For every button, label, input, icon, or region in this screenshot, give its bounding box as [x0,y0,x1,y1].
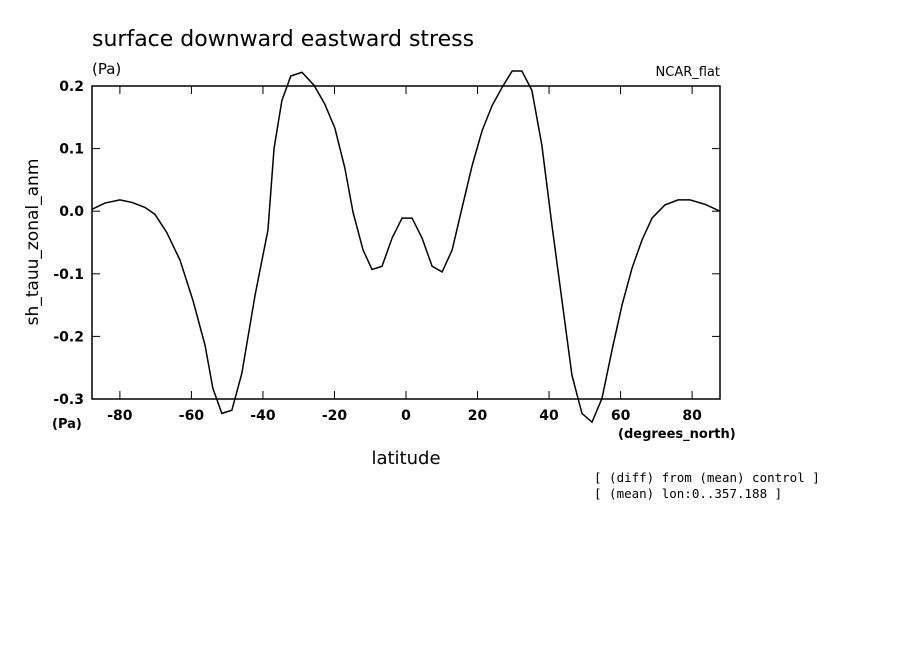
y-tick-label: -0.1 [53,267,84,283]
x-units: (degrees_north) [618,427,736,442]
x-tick-label: -40 [250,408,276,424]
x-tick-label: 0 [401,408,411,424]
y-tick-label: 0.2 [59,79,84,95]
x-tick-label: 80 [682,408,702,424]
x-tick-label: 60 [611,408,631,424]
plot-frame [91,85,721,400]
y-axis-label: sh_tauu_zonal_anm [23,159,43,326]
note: [ (mean) lon:0..357.188 ] [594,486,782,501]
x-tick-label: -60 [179,408,205,424]
x-tick-label: -20 [322,408,348,424]
y-tick-label: 0.0 [59,204,84,220]
x-axis-label: latitude [371,448,440,469]
x-tick-label: -80 [107,408,133,424]
x-tick-label: 20 [468,408,488,424]
y-tick-label: -0.3 [53,392,84,408]
y-units: (Pa) [52,417,82,432]
data-line [91,70,721,424]
y-tick-label: -0.2 [53,329,84,345]
note: [ (diff) from (mean) control ] [594,470,820,485]
chart-title: surface downward eastward stress [92,27,474,52]
dataset-label: NCAR_flat [656,65,720,80]
y-tick-label: 0.1 [59,142,84,158]
y-units: (Pa) [92,60,121,78]
x-tick-label: 40 [539,408,559,424]
